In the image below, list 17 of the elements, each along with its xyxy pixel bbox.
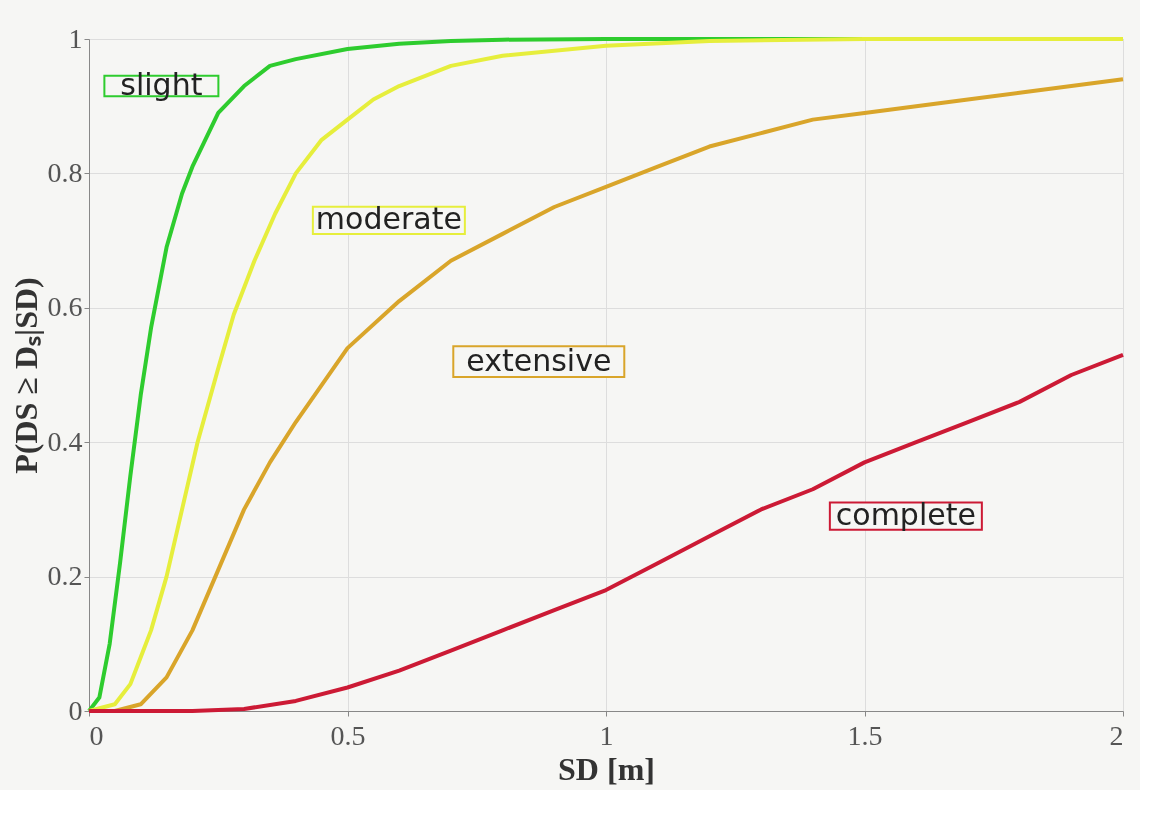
x-tick-label: 0.5 [330, 719, 366, 751]
x-axis-title: SD [m] [558, 750, 655, 787]
x-tick-label: 1.5 [847, 719, 883, 751]
series-label: complete [835, 497, 976, 533]
y-tick-label: 0.6 [47, 291, 83, 323]
y-axis-title: P(DS ≥ Dₛ|SD) [7, 277, 44, 474]
x-tick-label: 2 [1109, 719, 1124, 751]
text: extensive [466, 342, 612, 378]
y-tick-label: 1 [68, 22, 83, 54]
x-tick-label: 1 [599, 719, 614, 751]
x-tick-label: 0 [89, 719, 104, 751]
y-tick-label: 0 [68, 694, 83, 726]
series-label: moderate [315, 201, 462, 237]
y-tick-label: 0.8 [47, 156, 83, 188]
series-label: slight [120, 67, 203, 103]
y-tick-label: 0.4 [47, 425, 83, 457]
y-tick-label: 0.2 [47, 560, 83, 592]
